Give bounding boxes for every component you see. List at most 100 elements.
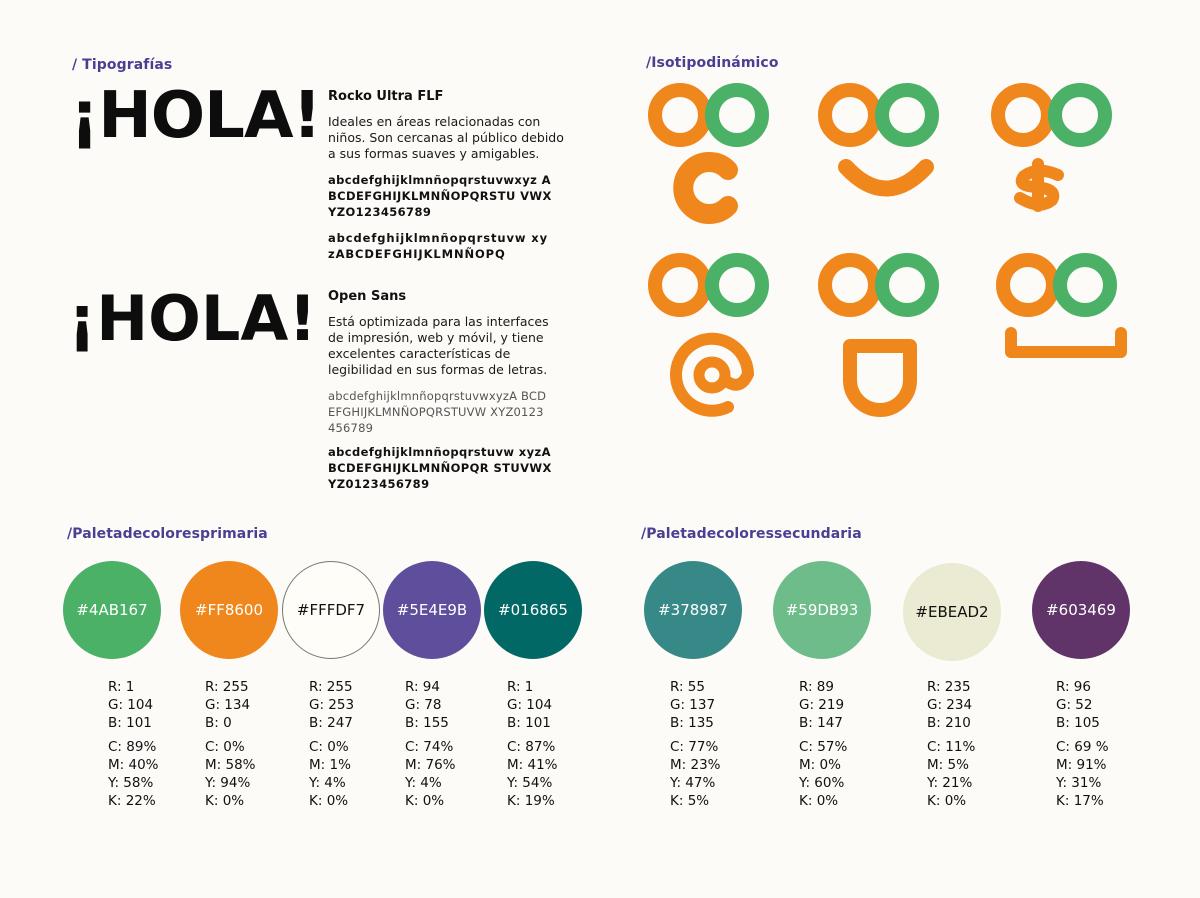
isotipo-title: /Isotipodinámico <box>646 55 779 71</box>
swatch-hex: #59DB93 <box>785 601 859 619</box>
swatch-hex: #FFFDF7 <box>296 601 366 619</box>
rgb-b: B: 0 <box>205 715 232 731</box>
swatch-hex: #4AB167 <box>76 601 148 619</box>
smile-icon <box>818 83 939 197</box>
cmyk-k: K: 0% <box>205 793 245 809</box>
rgb-r: R: 96 <box>1056 679 1091 695</box>
cmyk-k: K: 0% <box>309 793 349 809</box>
d-mouth-icon <box>818 253 939 417</box>
rgb-b: B: 105 <box>1056 715 1100 731</box>
swatch-primary-3: #FFFDF7 <box>282 561 380 659</box>
rgb-b: B: 135 <box>670 715 714 731</box>
cmyk-y: Y: 94% <box>205 775 251 791</box>
cmyk-m: M: 41% <box>507 757 558 773</box>
rgb-b: B: 155 <box>405 715 449 731</box>
rgb-b: B: 101 <box>108 715 152 731</box>
values-secondary-4: R: 96 G: 52 B: 105 C: 69 % M: 91% Y: 31%… <box>1056 678 1109 810</box>
rocko-sample: ¡HOLA! <box>70 79 322 153</box>
glyph-set-bold: abcdefghijklmnñopqrstuvw xyzABCDEFGHIJKL… <box>328 445 552 491</box>
swatch-primary-5: #016865 <box>484 561 582 659</box>
rgb-r: R: 1 <box>108 679 135 695</box>
cmyk-m: M: 58% <box>205 757 256 773</box>
cmyk-k: K: 0% <box>405 793 445 809</box>
cmyk-k: K: 22% <box>108 793 156 809</box>
values-primary-2: R: 255 G: 134 B: 0 C: 0% M: 58% Y: 94% K… <box>205 678 256 810</box>
swatch-hex: #603469 <box>1046 601 1116 619</box>
bracket-mouth-icon <box>996 253 1127 358</box>
cmyk-k: K: 0% <box>927 793 967 809</box>
palette-primary-title: /Paletadecoloresprimaria <box>67 526 268 542</box>
rgb-g: G: 234 <box>927 697 973 713</box>
cmyk-y: Y: 21% <box>927 775 973 791</box>
rgb-g: G: 52 <box>1056 697 1093 713</box>
cmyk-m: M: 23% <box>670 757 721 773</box>
cmyk-c: C: 0% <box>205 739 245 755</box>
cmyk-m: M: 40% <box>108 757 159 773</box>
cmyk-c: C: 11% <box>927 739 976 755</box>
cmyk-y: Y: 31% <box>1056 775 1102 791</box>
rgb-r: R: 255 <box>205 679 249 695</box>
c-mouth-icon <box>648 83 769 224</box>
cmyk-c: C: 77% <box>670 739 719 755</box>
cmyk-m: M: 5% <box>927 757 969 773</box>
cmyk-c: C: 69 % <box>1056 739 1109 755</box>
rgb-g: G: 134 <box>205 697 251 713</box>
palette-secondary-title: /Paletadecoloressecundaria <box>641 526 862 542</box>
cmyk-k: K: 17% <box>1056 793 1104 809</box>
rgb-r: R: 1 <box>507 679 534 695</box>
swatch-secondary-2: #59DB93 <box>773 561 871 659</box>
glyph-set-bold: abcdefghijklmnñopqrstuvw xyzABCDEFGHIJKL… <box>328 231 548 261</box>
rgb-r: R: 255 <box>309 679 353 695</box>
dollar-icon <box>991 83 1112 212</box>
values-primary-3: R: 255 G: 253 B: 247 C: 0% M: 1% Y: 4% K… <box>309 678 354 810</box>
cmyk-y: Y: 4% <box>309 775 346 791</box>
cmyk-m: M: 91% <box>1056 757 1107 773</box>
swatch-hex: #FF8600 <box>195 601 263 619</box>
swatch-secondary-3: #EBEAD2 <box>903 563 1001 661</box>
swatch-primary-4: #5E4E9B <box>383 561 481 659</box>
values-primary-4: R: 94 G: 78 B: 155 C: 74% M: 76% Y: 4% K… <box>405 678 456 810</box>
glyph-set-regular: abcdefghijklmnñopqrstuvwxyzA BCDEFGHIJKL… <box>328 389 547 435</box>
values-primary-1: R: 1 G: 104 B: 101 C: 89% M: 40% Y: 58% … <box>108 678 159 810</box>
swatch-secondary-4: #603469 <box>1032 561 1130 659</box>
rgb-r: R: 55 <box>670 679 705 695</box>
swatch-hex: #016865 <box>498 601 568 619</box>
typography-title: / Tipografías <box>72 57 173 73</box>
cmyk-k: K: 5% <box>670 793 710 809</box>
opensans-font-block: Open Sans Está optimizada para las inter… <box>328 289 568 502</box>
values-secondary-2: R: 89 G: 219 B: 147 C: 57% M: 0% Y: 60% … <box>799 678 847 810</box>
swatch-hex: #5E4E9B <box>396 601 468 619</box>
cmyk-y: Y: 60% <box>799 775 845 791</box>
cmyk-c: C: 89% <box>108 739 157 755</box>
values-primary-5: R: 1 G: 104 B: 101 C: 87% M: 41% Y: 54% … <box>507 678 558 810</box>
cmyk-k: K: 19% <box>507 793 555 809</box>
cmyk-m: M: 76% <box>405 757 456 773</box>
swatch-hex: #378987 <box>658 601 728 619</box>
values-secondary-1: R: 55 G: 137 B: 135 C: 77% M: 23% Y: 47%… <box>670 678 721 810</box>
rgb-r: R: 94 <box>405 679 440 695</box>
rgb-g: G: 219 <box>799 697 845 713</box>
rgb-b: B: 247 <box>309 715 353 731</box>
cmyk-y: Y: 54% <box>507 775 553 791</box>
rgb-g: G: 78 <box>405 697 442 713</box>
rgb-r: R: 235 <box>927 679 971 695</box>
cmyk-y: Y: 4% <box>405 775 442 791</box>
rgb-b: B: 147 <box>799 715 843 731</box>
rocko-font-block: Rocko Ultra FLF Ideales en áreas relacio… <box>328 89 568 272</box>
cmyk-y: Y: 58% <box>108 775 154 791</box>
at-sign-icon <box>648 253 769 417</box>
isotipo-faces <box>648 83 1127 417</box>
cmyk-k: K: 0% <box>799 793 839 809</box>
cmyk-y: Y: 47% <box>670 775 716 791</box>
cmyk-c: C: 87% <box>507 739 556 755</box>
cmyk-c: C: 0% <box>309 739 349 755</box>
rgb-g: G: 104 <box>108 697 154 713</box>
values-secondary-3: R: 235 G: 234 B: 210 C: 11% M: 5% Y: 21%… <box>927 678 975 810</box>
glyph-set-regular: abcdefghijklmnñopqrstuvwxyz ABCDEFGHIJKL… <box>328 173 552 219</box>
font-name: Rocko Ultra FLF <box>328 89 444 104</box>
rgb-g: G: 253 <box>309 697 355 713</box>
font-name: Open Sans <box>328 289 407 304</box>
swatch-primary-1: #4AB167 <box>63 561 161 659</box>
rgb-b: B: 101 <box>507 715 551 731</box>
rgb-r: R: 89 <box>799 679 834 695</box>
